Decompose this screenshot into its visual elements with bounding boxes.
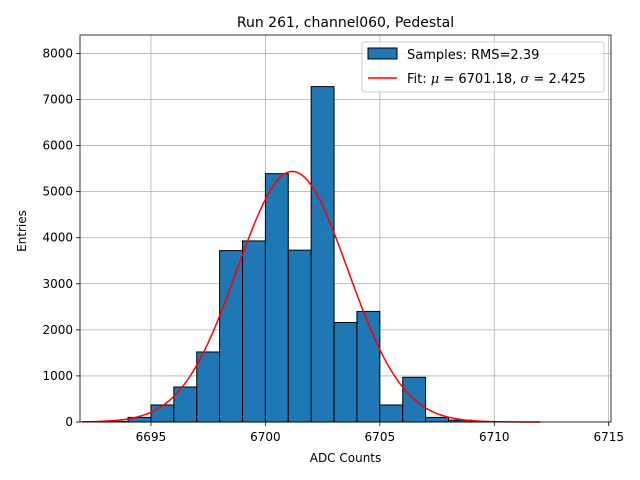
histogram-bar	[333, 321, 358, 423]
y-tick-label: 7000	[42, 93, 73, 107]
y-tick-label: 4000	[42, 231, 73, 245]
plot-frame	[79, 34, 612, 423]
histogram-bar	[150, 404, 175, 423]
histogram-bar	[356, 310, 381, 423]
legend-fit-sigma-symbol: σ	[520, 72, 530, 87]
histogram-bar	[242, 240, 266, 423]
x-tick-label: 6710	[479, 430, 510, 444]
x-tick-label: 6715	[593, 430, 624, 444]
legend-label-fit: Fit: μ = 6701.18, σ = 2.425	[407, 72, 586, 87]
legend-fit-prefix: Fit:	[407, 72, 431, 87]
y-tick-label: 6000	[42, 139, 73, 153]
histogram-bar	[310, 86, 335, 423]
histogram-bar	[379, 404, 404, 423]
x-tick-label: 6695	[136, 430, 167, 444]
histogram-bar	[264, 173, 289, 423]
legend: Samples: RMS=2.39 Fit: μ = 6701.18, σ = …	[361, 41, 605, 93]
fit-curve	[82, 170, 541, 423]
chart-title: Run 261, channel060, Pedestal	[237, 15, 454, 31]
y-axis-ticks: 0 1000 2000 3000 4000 5000 6000 7000 8000	[42, 46, 80, 429]
y-tick-label: 5000	[42, 185, 73, 199]
legend-swatch-samples	[367, 47, 398, 60]
y-tick-label: 8000	[42, 46, 73, 60]
x-axis-label: ADC Counts	[310, 451, 382, 465]
legend-fit-mu-value: = 6701.18,	[439, 72, 520, 87]
legend-fit-mu-symbol: μ	[431, 72, 439, 87]
histogram-bar	[196, 351, 221, 423]
y-tick-label: 0	[65, 415, 73, 429]
y-tick-label: 2000	[42, 323, 73, 337]
histogram-bar	[219, 250, 244, 423]
y-tick-label: 1000	[42, 369, 73, 383]
legend-label-samples: Samples: RMS=2.39	[407, 48, 539, 63]
y-axis-label: Entries	[15, 210, 29, 252]
histogram-bar	[287, 249, 312, 423]
legend-fit-sigma-value: = 2.425	[529, 72, 585, 87]
legend-box	[361, 41, 605, 93]
x-tick-label: 6705	[365, 430, 396, 444]
x-axis-ticks: 6695 6700 6705 6710 6715	[136, 422, 624, 444]
y-tick-label: 3000	[42, 277, 73, 291]
x-tick-label: 6700	[250, 430, 281, 444]
histogram-bar	[425, 416, 449, 423]
histogram-bars	[81, 86, 495, 423]
